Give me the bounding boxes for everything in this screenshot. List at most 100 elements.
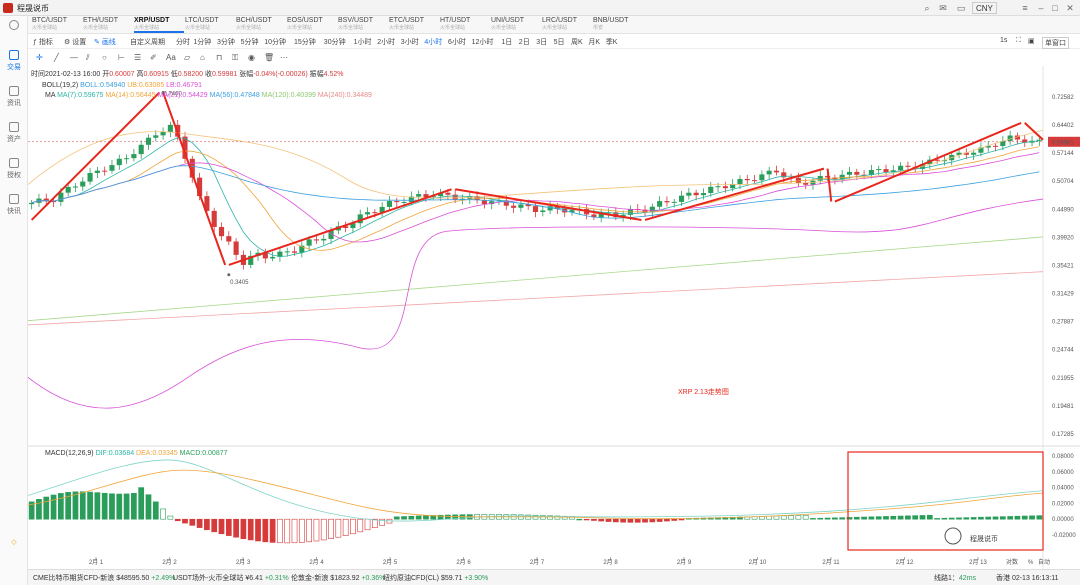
tab-uni-usdt[interactable]: UNI/USDT 火币全球站 bbox=[491, 17, 541, 33]
sidebar-item-flash[interactable]: 快讯 bbox=[0, 194, 28, 216]
macd-bar bbox=[313, 518, 320, 542]
tab-btc-usdt[interactable]: BTC/USDT 火币全球站 bbox=[32, 17, 82, 33]
kline-chart[interactable]: 0.72582 0.64402 0.57144 0.50704 0.44990 0.399… bbox=[28, 66, 1080, 569]
macd-bar bbox=[649, 518, 656, 523]
timeframe-2日[interactable]: 2日 bbox=[518, 39, 530, 46]
tab-bnb-usdt[interactable]: BNB/USDT 币安 bbox=[593, 17, 643, 33]
timeframe-5分钟[interactable]: 5分钟 bbox=[240, 39, 259, 46]
timeframe-10分钟[interactable]: 10分钟 bbox=[264, 39, 286, 46]
zoom-label[interactable]: 1s bbox=[1000, 37, 1008, 44]
tab-bsv-usdt[interactable]: BSV/USDT 火币全球站 bbox=[338, 17, 388, 33]
macd-bar bbox=[218, 518, 225, 535]
timeframe-周K[interactable]: 周K bbox=[571, 39, 583, 46]
parallel-tool-icon[interactable]: ⫽ bbox=[86, 53, 90, 62]
timeframe-1日[interactable]: 1日 bbox=[501, 39, 513, 46]
layout-select[interactable]: 单窗口 bbox=[1042, 37, 1069, 49]
date-tick-label: 2月 5 bbox=[383, 559, 398, 566]
tab-exchange: 火币全球站 bbox=[338, 25, 364, 31]
crosshair-icon[interactable]: ✛ bbox=[36, 53, 43, 62]
sidebar-item-trade[interactable]: 交易 bbox=[0, 50, 28, 72]
timeframe-30分钟[interactable]: 30分钟 bbox=[323, 39, 346, 46]
macd-bar bbox=[393, 516, 400, 520]
candle-body bbox=[489, 201, 495, 205]
candle-body bbox=[277, 251, 283, 257]
tab-lrc-usdt[interactable]: LRC/USDT 火币全球站 bbox=[542, 17, 592, 33]
tab-pair: LRC/USDT bbox=[542, 17, 578, 24]
tab-eos-usdt[interactable]: EOS/USDT 火币全球站 bbox=[287, 17, 337, 33]
search-icon[interactable]: ⌕ bbox=[924, 3, 930, 13]
macd-bar bbox=[678, 518, 685, 521]
ticker-item[interactable]: 伦敦金-新浪 $1823.92 +0.36% bbox=[291, 573, 385, 583]
settings-button[interactable]: ⚙ 设置 bbox=[64, 39, 87, 46]
macd-bar bbox=[225, 518, 232, 536]
ticker-item[interactable]: USDT场外-火币全球站 ¥6.41 +0.31% bbox=[173, 573, 289, 583]
tab-eth-usdt[interactable]: ETH/USDT 火币全球站 bbox=[83, 17, 133, 33]
sidebar-item-news[interactable]: 资讯 bbox=[0, 86, 28, 108]
ticker-item[interactable]: 纽约原油CFD(CL) $59.71 +3.90% bbox=[383, 573, 488, 583]
eye-tool-icon[interactable]: ◉ bbox=[248, 53, 255, 62]
macd-bar bbox=[277, 518, 283, 544]
tab-ltc-usdt[interactable]: LTC/USDT 火币全球站 bbox=[185, 17, 235, 33]
magnet-tool-icon[interactable]: ⊓ bbox=[216, 53, 223, 62]
brush-tool-icon[interactable]: ✐ bbox=[150, 53, 157, 62]
tab-etc-usdt[interactable]: ETC/USDT 火币全球站 bbox=[389, 17, 439, 33]
candle-body bbox=[883, 169, 889, 173]
ticker-item[interactable]: CME比特币期货CFD-新浪 $48595.50 +2.49% bbox=[33, 573, 175, 583]
text-tool-icon[interactable]: Aa bbox=[166, 53, 176, 62]
screen-icon[interactable]: ▭ bbox=[956, 3, 966, 13]
macd-bar bbox=[357, 518, 364, 533]
draw-line-button[interactable]: ✎ 画线 bbox=[94, 39, 116, 46]
candle-body bbox=[1007, 135, 1013, 141]
sidebar-home-icon[interactable] bbox=[0, 20, 28, 32]
timeframe-3小时[interactable]: 3小时 bbox=[400, 39, 419, 46]
shape-tool-icon[interactable]: ▱ bbox=[184, 53, 191, 62]
timeframe-1分钟[interactable]: 1分钟 bbox=[193, 39, 212, 46]
news-icon bbox=[9, 86, 19, 96]
ticker-change: +0.31% bbox=[264, 575, 289, 582]
tab-ht-usdt[interactable]: HT/USDT 火币全球站 bbox=[440, 17, 490, 33]
mail-icon[interactable]: ✉ bbox=[939, 3, 947, 13]
measure-tool-icon[interactable]: ⊢ bbox=[118, 53, 125, 62]
line-tool-icon[interactable]: ╱ bbox=[54, 53, 59, 62]
menu-icon[interactable]: ≡ bbox=[1022, 3, 1028, 13]
close-icon[interactable]: ✕ bbox=[1066, 3, 1074, 13]
maximize-icon[interactable]: □ bbox=[1052, 3, 1058, 13]
timeframe-1小时[interactable]: 1小时 bbox=[353, 39, 372, 46]
custom-period-button[interactable]: 自定义周期 bbox=[130, 39, 165, 46]
timeframe-5日[interactable]: 5日 bbox=[553, 39, 565, 46]
sidebar-item-authorize[interactable]: 授权 bbox=[0, 158, 28, 180]
minimize-icon[interactable]: – bbox=[1038, 3, 1044, 13]
timeframe-3分钟[interactable]: 3分钟 bbox=[217, 39, 235, 46]
more-tools-icon[interactable]: ⋯ bbox=[280, 53, 288, 62]
timeframe-6小时[interactable]: 6小时 bbox=[448, 39, 466, 46]
trend-arrow bbox=[30, 91, 161, 221]
delete-tool-icon[interactable]: 🗑 bbox=[264, 53, 275, 62]
vip-diamond-icon[interactable]: ◇ bbox=[11, 539, 17, 546]
ma120-line bbox=[28, 236, 1044, 322]
fullscreen-icon[interactable]: ⛶ bbox=[1016, 37, 1021, 44]
timeframe-3日[interactable]: 3日 bbox=[536, 39, 548, 46]
hline-tool-icon[interactable]: — bbox=[70, 53, 78, 62]
screenshot-icon[interactable]: ▣ bbox=[1028, 38, 1035, 45]
sidebar-item-assets[interactable]: 资产 bbox=[0, 122, 28, 144]
tab-exchange: 火币全球站 bbox=[32, 25, 58, 31]
candle-body bbox=[131, 154, 137, 159]
timeframe-分时[interactable]: 分时 bbox=[176, 39, 190, 46]
timeframe-15分钟[interactable]: 15分钟 bbox=[294, 39, 316, 46]
tab-xrp-usdt[interactable]: XRP/USDT 火币全球站 bbox=[134, 17, 184, 33]
circle-tool-icon[interactable]: ○ bbox=[102, 53, 107, 62]
currency-select[interactable]: CNY bbox=[972, 2, 997, 14]
exchange-icon bbox=[9, 50, 19, 60]
fib-tool-icon[interactable]: ☰ bbox=[134, 53, 142, 62]
candle-body bbox=[671, 201, 677, 203]
timeframe-月K[interactable]: 月K bbox=[588, 39, 601, 46]
lock-tool-icon[interactable]: ⚿ bbox=[232, 53, 239, 62]
timeframe-12小时[interactable]: 12小时 bbox=[471, 39, 494, 46]
tab-bch-usdt[interactable]: BCH/USDT 火币全球站 bbox=[236, 17, 286, 33]
timeframe-2小时[interactable]: 2小时 bbox=[377, 39, 396, 46]
timeframe-季K[interactable]: 季K bbox=[605, 39, 618, 46]
price-tick-label: 0.35421 bbox=[1052, 263, 1074, 269]
timeframe-4小时[interactable]: 4小时 bbox=[424, 39, 443, 46]
tag-tool-icon[interactable]: ⌂ bbox=[200, 53, 205, 62]
indicator-button[interactable]: ƒ 指标 bbox=[33, 39, 53, 46]
